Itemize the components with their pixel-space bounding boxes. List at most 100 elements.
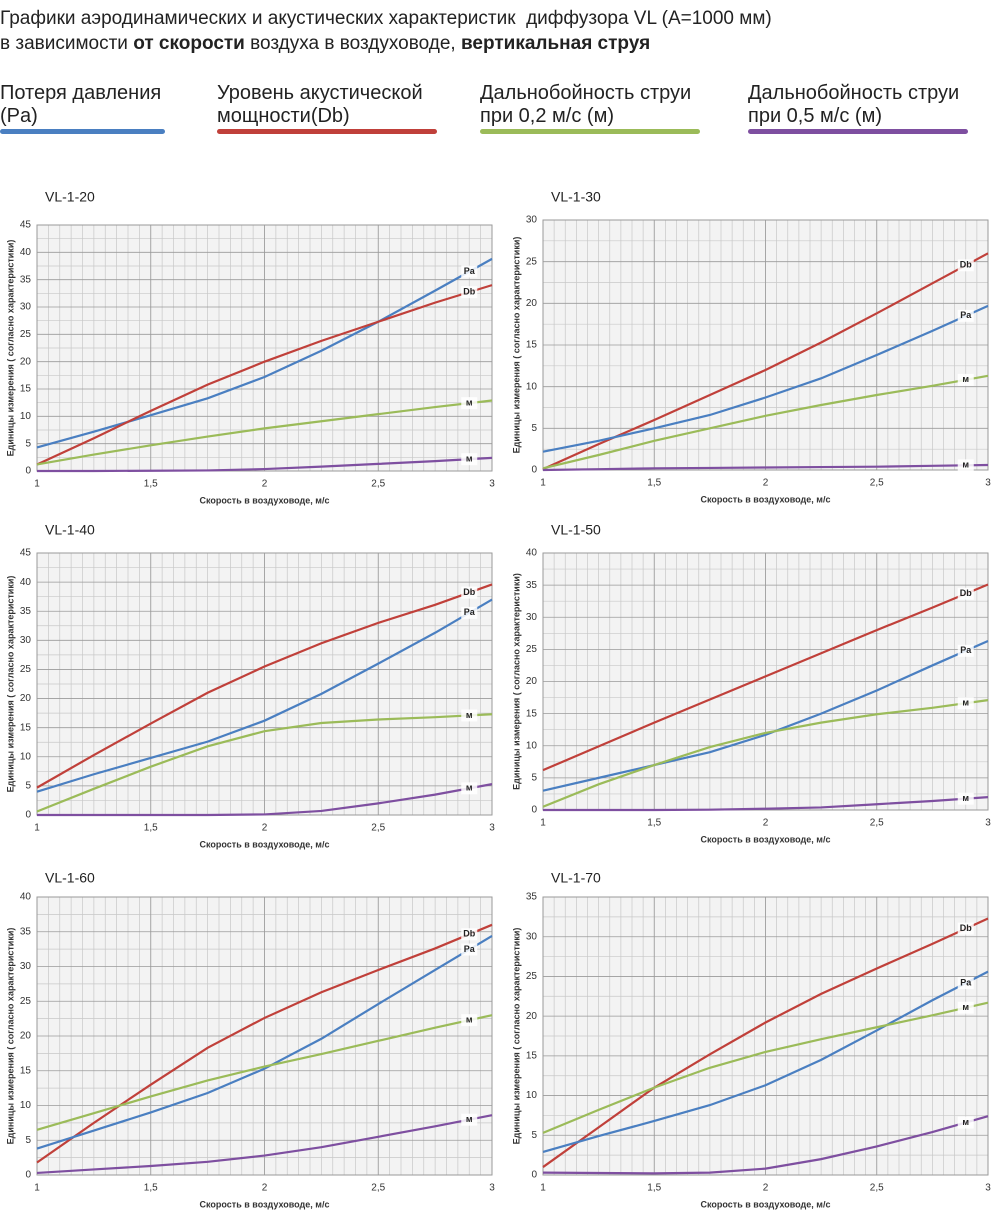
- x-tick-label: 2,5: [870, 1183, 884, 1194]
- series-line: [36, 583, 493, 789]
- x-tick-label: 2: [262, 1183, 268, 1194]
- legend-label: Дальнобойность струи при 0,2 м/с (м): [480, 82, 692, 127]
- x-tick-label: 3: [489, 823, 495, 834]
- y-tick-label: 15: [526, 708, 538, 719]
- series-line: [36, 1014, 493, 1131]
- series-label-bg: [957, 587, 974, 600]
- chart-title: VL-1-60: [45, 870, 95, 886]
- legend-swatch: [480, 129, 700, 134]
- series-label-bg: [957, 259, 974, 272]
- series-label-bg: [461, 265, 478, 278]
- header-line: в зависимости от скорости воздуха в возд…: [0, 31, 772, 56]
- x-tick-label: 1,5: [647, 1183, 661, 1194]
- y-axis-label: Единицы измерения ( согласно характерист…: [5, 576, 15, 793]
- series-label-bg: [461, 286, 478, 299]
- y-tick-label: 15: [526, 340, 538, 351]
- x-tick-label: 1: [540, 1183, 546, 1194]
- y-tick-label: 10: [526, 1090, 538, 1101]
- series-label: м: [962, 460, 969, 470]
- header-part: воздуха в воздуховоде,: [244, 33, 461, 54]
- x-axis-label: Скорость в воздуховоде, м/с: [200, 1199, 330, 1209]
- y-tick-label: 5: [25, 1135, 31, 1146]
- x-tick-label: 3: [489, 1183, 495, 1194]
- series-line: [36, 713, 493, 813]
- series-label: Pa: [960, 310, 972, 320]
- x-tick-label: 2: [763, 1183, 769, 1194]
- y-axis-label: Единицы измерения ( согласно характерист…: [5, 928, 15, 1145]
- series-label: Pa: [960, 645, 972, 655]
- series-line: [36, 257, 493, 449]
- y-tick-label: 25: [526, 256, 538, 267]
- y-tick-label: 25: [20, 664, 32, 675]
- series-label: Db: [463, 287, 475, 297]
- y-tick-label: 0: [531, 805, 537, 816]
- chart-title: VL-1-70: [551, 870, 601, 886]
- series-line: [542, 699, 989, 808]
- y-tick-label: 0: [531, 465, 537, 476]
- chart-title: VL-1-20: [45, 189, 95, 205]
- y-tick-label: 45: [20, 548, 32, 559]
- y-tick-label: 30: [526, 931, 538, 942]
- y-tick-label: 30: [526, 215, 538, 226]
- series-label: м: [466, 397, 473, 407]
- x-tick-label: 1,5: [144, 1183, 158, 1194]
- y-tick-label: 15: [526, 1050, 538, 1061]
- y-tick-label: 35: [20, 274, 32, 285]
- series-label-bg: [957, 309, 974, 322]
- y-axis-label: Единицы измерения ( согласно характерист…: [5, 240, 15, 457]
- series-label: м: [962, 374, 969, 384]
- y-tick-label: 15: [20, 384, 32, 395]
- series-label: м: [962, 1002, 969, 1012]
- series-label: м: [962, 793, 969, 803]
- series-line: [542, 917, 989, 1168]
- y-tick-label: 35: [20, 606, 32, 617]
- series-line: [542, 463, 989, 472]
- series-line: [36, 598, 493, 793]
- legend-item: Дальнобойность струи при 0,2 м/с (м): [480, 82, 705, 134]
- x-tick-label: 2,5: [371, 479, 385, 490]
- y-tick-label: 5: [531, 773, 537, 784]
- series-label-bg: [957, 792, 974, 805]
- x-tick-label: 2,5: [371, 1183, 385, 1194]
- y-tick-label: 0: [25, 1170, 31, 1181]
- series-line: [36, 399, 493, 466]
- chart-title: VL-1-40: [45, 522, 95, 538]
- x-axis-label: Скорость в воздуховоде, м/с: [200, 495, 330, 505]
- series-line: [543, 796, 989, 812]
- y-tick-label: 20: [20, 693, 32, 704]
- plot-border: [542, 552, 989, 811]
- header-line: Графики аэродинамических и акустических …: [0, 8, 772, 29]
- series-line: [542, 970, 989, 1154]
- y-tick-label: 35: [526, 580, 538, 591]
- series-line: [542, 304, 989, 453]
- legend-label: Дальнобойность струи при 0,5 м/с (м): [748, 82, 960, 127]
- y-tick-label: 10: [526, 381, 538, 392]
- y-tick-label: 10: [20, 1100, 32, 1111]
- y-tick-label: 40: [20, 892, 32, 903]
- x-tick-label: 1: [34, 479, 40, 490]
- x-tick-label: 1: [34, 1183, 40, 1194]
- y-tick-label: 35: [526, 892, 538, 903]
- y-tick-label: 15: [20, 1065, 32, 1076]
- y-tick-label: 30: [20, 635, 32, 646]
- y-tick-label: 25: [20, 329, 32, 340]
- series-label-bg: [461, 606, 478, 619]
- series-label-bg: [461, 1014, 478, 1027]
- x-tick-label: 1,5: [647, 818, 661, 829]
- header-part: от скорости: [133, 33, 245, 54]
- x-tick-label: 1,5: [647, 478, 661, 489]
- y-tick-label: 30: [526, 612, 538, 623]
- x-tick-label: 1,5: [144, 479, 158, 490]
- y-tick-label: 25: [20, 996, 32, 1007]
- series-line: [542, 583, 989, 772]
- series-label-bg: [957, 373, 974, 386]
- y-tick-label: 20: [526, 298, 538, 309]
- series-label: Db: [463, 929, 475, 939]
- header-part: вертикальная струя: [460, 33, 651, 54]
- x-tick-label: 2,5: [870, 818, 884, 829]
- x-tick-label: 1: [34, 823, 40, 834]
- series-label-bg: [957, 459, 974, 472]
- x-tick-label: 2: [763, 478, 769, 489]
